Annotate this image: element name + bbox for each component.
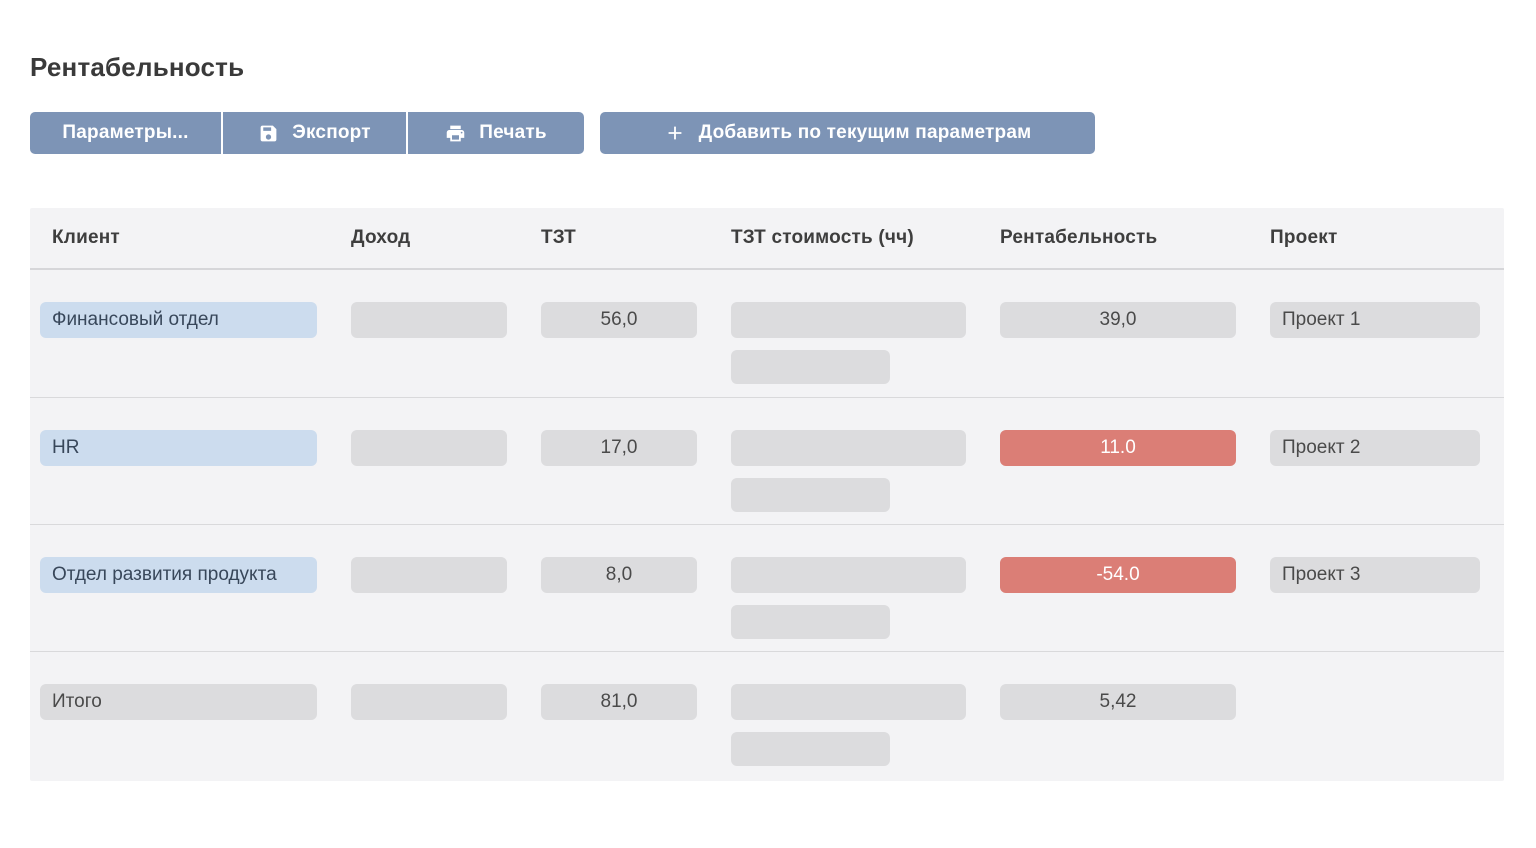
tzt-cost-cell-line2 [731, 350, 890, 384]
add-by-current-params-button[interactable]: Добавить по текущим параметрам [600, 112, 1095, 154]
tzt-cost-cell [731, 557, 966, 593]
profitability-cell: 5,42 [1000, 684, 1236, 720]
table-row: HR 17,0 11.0 Проект 2 [30, 397, 1504, 524]
tzt-cost-cell-line2 [731, 478, 890, 512]
tzt-cell: 17,0 [541, 430, 697, 466]
tzt-cost-cell [731, 684, 966, 720]
tzt-cost-cell [731, 302, 966, 338]
profitability-page: Рентабельность Параметры... Экспорт Печа… [0, 52, 1536, 848]
table-row: Финансовый отдел 56,0 39,0 Проект 1 [30, 270, 1504, 397]
profitability-table: Клиент Доход ТЗТ ТЗТ стоимость (чч) Рент… [30, 208, 1504, 781]
page-title: Рентабельность [30, 52, 245, 82]
tzt-cost-cell-line2 [731, 605, 890, 639]
print-button-label: Печать [479, 122, 547, 143]
tzt-cost-cell [731, 430, 966, 466]
plus-icon [664, 122, 686, 144]
profitability-cell-negative: 11.0 [1000, 430, 1236, 466]
income-cell [351, 430, 507, 466]
tzt-cell: 8,0 [541, 557, 697, 593]
income-cell [351, 557, 507, 593]
table-header: Клиент Доход ТЗТ ТЗТ стоимость (чч) Рент… [30, 208, 1504, 270]
profitability-cell-negative: -54.0 [1000, 557, 1236, 593]
column-header-project: Проект [1270, 227, 1338, 248]
client-cell[interactable]: HR [40, 430, 317, 466]
profitability-cell: 39,0 [1000, 302, 1236, 338]
column-header-profitability: Рентабельность [1000, 227, 1158, 248]
parameters-button-label: Параметры... [62, 122, 189, 143]
project-cell: Проект 3 [1270, 557, 1480, 593]
tzt-cell: 56,0 [541, 302, 697, 338]
export-button[interactable]: Экспорт [223, 112, 406, 154]
total-label-cell: Итого [40, 684, 317, 720]
income-cell [351, 684, 507, 720]
tzt-cost-cell-line2 [731, 732, 890, 766]
client-cell[interactable]: Отдел развития продукта [40, 557, 317, 593]
printer-icon [445, 123, 466, 144]
toolbar-button-group: Параметры... Экспорт Печать [30, 112, 584, 154]
client-cell[interactable]: Финансовый отдел [40, 302, 317, 338]
column-header-tzt-cost: ТЗТ стоимость (чч) [731, 227, 914, 248]
table-row: Отдел развития продукта 8,0 -54.0 Проект… [30, 524, 1504, 651]
table-row-total: Итого 81,0 5,42 [30, 651, 1504, 774]
column-header-income: Доход [351, 227, 411, 248]
project-cell: Проект 2 [1270, 430, 1480, 466]
column-header-client: Клиент [52, 227, 120, 248]
toolbar: Параметры... Экспорт Печать Добавить по … [30, 112, 1536, 154]
project-cell: Проект 1 [1270, 302, 1480, 338]
tzt-cell: 81,0 [541, 684, 697, 720]
income-cell [351, 302, 507, 338]
column-header-tzt: ТЗТ [541, 227, 576, 248]
parameters-button[interactable]: Параметры... [30, 112, 221, 154]
add-button-label: Добавить по текущим параметрам [698, 122, 1032, 143]
print-button[interactable]: Печать [408, 112, 584, 154]
floppy-disk-icon [258, 123, 279, 144]
export-button-label: Экспорт [292, 122, 371, 143]
